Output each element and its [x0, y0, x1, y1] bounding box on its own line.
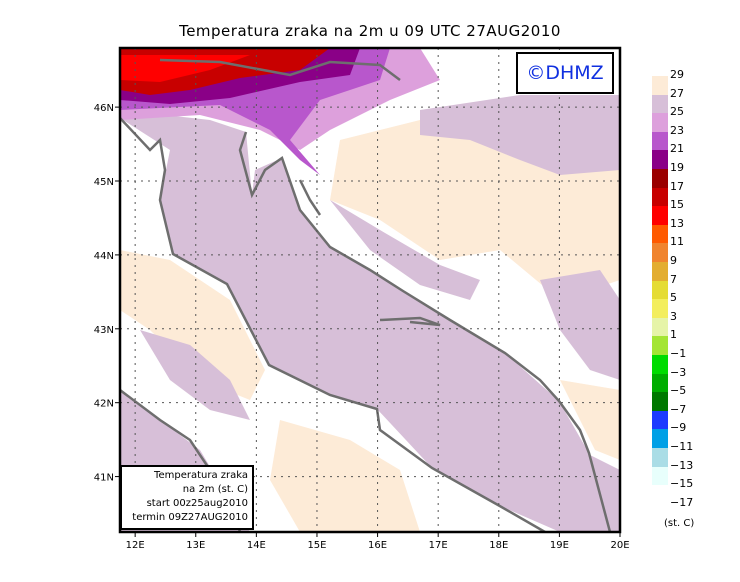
- warm-land-patch: [420, 95, 620, 175]
- legend-swatch: [652, 280, 668, 300]
- warm-land-patch: [330, 200, 480, 300]
- lat-label: 46N: [94, 103, 114, 114]
- warm-land-patch: [270, 420, 420, 532]
- legend-label: 1: [670, 328, 677, 342]
- legend-label: 11: [670, 235, 684, 249]
- lat-label: 44N: [94, 251, 114, 262]
- info-line: Temperatura zraka: [154, 470, 248, 481]
- legend-swatch: [652, 317, 668, 337]
- legend-label: −5: [670, 384, 687, 398]
- legend-swatch: [652, 448, 668, 467]
- info-box: Temperatura zraka na 2m (st. C) start 00…: [120, 465, 254, 530]
- legend-swatch: [652, 224, 668, 244]
- axis-ticks: 12E 13E 14E 15E 16E 17E 18E 19E 20E 41N 42N 43N 44N 4…: [94, 103, 630, 551]
- warm-land-patch: [120, 250, 265, 400]
- warm-land-patch: [560, 380, 620, 460]
- legend-swatch: [652, 243, 668, 262]
- lat-label: 42N: [94, 399, 114, 410]
- legend-swatch: [652, 262, 668, 281]
- lon-label: 18E: [489, 540, 508, 551]
- lon-label: 17E: [429, 540, 448, 551]
- legend-label: −9: [670, 421, 687, 435]
- map-title: Temperatura zraka na 2m u 09 UTC 27AUG20…: [179, 22, 561, 40]
- legend-swatch: [652, 76, 668, 95]
- legend-swatch: [652, 466, 668, 486]
- lon-label: 20E: [610, 540, 629, 551]
- legend-label: 29: [670, 68, 684, 81]
- legend-unit: (st. C): [664, 518, 695, 529]
- sea-region: [120, 110, 620, 532]
- legend-swatch: [652, 336, 668, 355]
- map-frame: [118, 46, 622, 534]
- lat-label: 41N: [94, 473, 114, 484]
- legend-label: 27: [670, 86, 684, 100]
- legend-label: 23: [670, 123, 684, 137]
- legend-label: −1: [670, 347, 687, 360]
- legend-swatch: [652, 392, 668, 411]
- legend-swatch: [652, 410, 668, 430]
- legend-swatch: [652, 187, 668, 207]
- legend-label: 17: [670, 179, 684, 193]
- legend-swatch: [652, 94, 668, 114]
- lat-label: 45N: [94, 177, 114, 188]
- lon-label: 19E: [550, 540, 569, 551]
- legend-swatch: [652, 373, 668, 393]
- lon-label: 15E: [307, 540, 326, 551]
- lon-label: 14E: [247, 540, 266, 551]
- legend-swatch: [652, 113, 668, 132]
- info-line: na 2m (st. C): [182, 484, 248, 495]
- legend-label: 21: [670, 142, 684, 156]
- lon-label: 13E: [186, 540, 205, 551]
- legend-label: −3: [670, 365, 687, 379]
- legend-label: 13: [670, 216, 684, 230]
- legend-label: −15: [670, 477, 694, 491]
- legend-swatch: [652, 131, 668, 151]
- legend-swatch: [652, 206, 668, 225]
- legend-label: −7: [670, 402, 687, 416]
- legend-label: 19: [670, 161, 684, 174]
- legend-swatch: [652, 299, 668, 318]
- legend-label: 25: [670, 105, 684, 119]
- lon-label: 12E: [126, 540, 145, 551]
- info-line: termin 09Z27AUG2010: [132, 512, 248, 523]
- legend-label: −13: [670, 458, 694, 472]
- legend-label: −11: [670, 440, 694, 453]
- info-line: start 00z25aug2010: [146, 498, 248, 509]
- legend-swatch: [652, 150, 668, 169]
- legend-label: 15: [670, 198, 684, 212]
- legend-label: 7: [670, 272, 677, 286]
- lat-label: 43N: [94, 325, 114, 336]
- warm-land-patch: [540, 270, 620, 380]
- dhmz-logo: ©DHMZ: [516, 52, 614, 94]
- coastline: [120, 58, 612, 532]
- legend-label: −17: [670, 495, 694, 509]
- legend-swatch: [652, 169, 668, 188]
- lon-label: 16E: [368, 540, 387, 551]
- warm-land-patch: [140, 330, 250, 420]
- legend-swatch: [652, 355, 668, 374]
- legend-label: 3: [670, 309, 677, 323]
- legend-label: 5: [670, 291, 677, 305]
- legend-swatch: [652, 429, 668, 448]
- legend-label: 9: [670, 254, 677, 267]
